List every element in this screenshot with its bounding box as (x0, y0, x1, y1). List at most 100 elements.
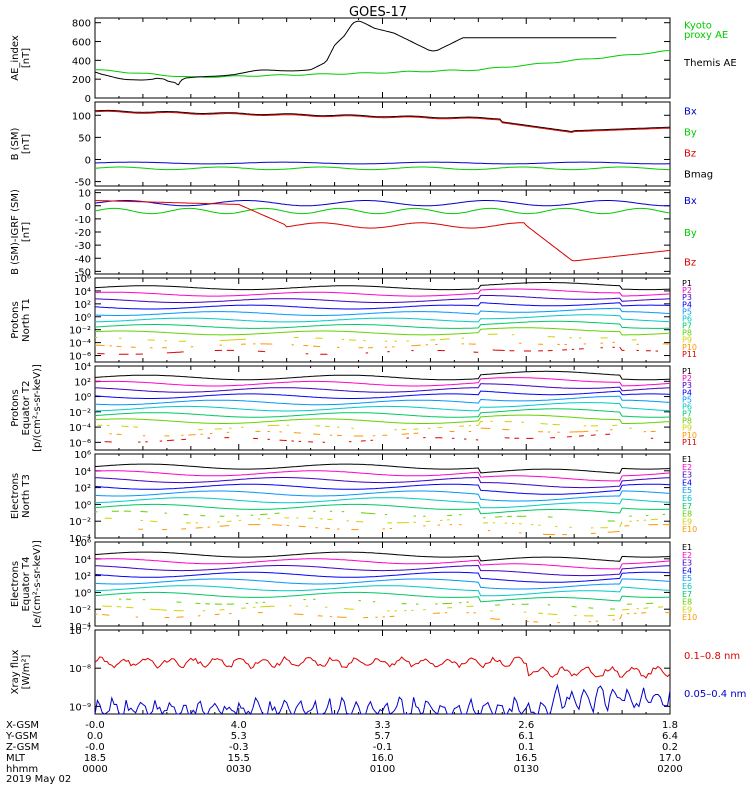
y-tick-label: 0 (85, 94, 91, 105)
by-line (94, 207, 671, 215)
channel-e5-line (94, 490, 671, 502)
channel-legend: E1 (682, 543, 692, 552)
y-tick-label: -20 (75, 228, 91, 239)
channel-p3-line (95, 383, 670, 393)
footer-value: 3.3 (375, 720, 391, 731)
y-tick-label: -50 (75, 267, 91, 278)
footer-value: 0200 (657, 764, 682, 775)
channel-legend: P5 (682, 395, 692, 404)
channel-legend: P2 (682, 286, 692, 295)
channel-p2-line (94, 377, 671, 387)
channel-legend: P8 (682, 417, 692, 426)
channel-legend: E5 (682, 574, 692, 583)
y-tick-label: 10⁰ (74, 313, 91, 324)
footer-value: 1.8 (662, 720, 678, 731)
channel-legend: E3 (682, 471, 692, 480)
bz-line (94, 110, 671, 133)
legend-label: By (684, 127, 697, 138)
y-tick-label: 10⁻⁴ (69, 339, 91, 350)
y-tick-label: 10⁶ (74, 538, 91, 549)
channel-legend: E6 (682, 582, 692, 591)
y-tick-label: 10⁻² (69, 408, 91, 419)
y-tick-label: 800 (72, 19, 91, 30)
channel-legend: P7 (682, 322, 692, 331)
themis-ae-line (94, 20, 617, 86)
footer-row-label: Z-GSM (6, 742, 39, 753)
channel-p2-line (94, 288, 671, 297)
y-tick-label: 10⁻⁷ (69, 626, 91, 637)
channel-p11-line (97, 347, 670, 354)
channel-legend: P10 (682, 343, 697, 352)
y-tick-label: 10⁻⁸ (69, 664, 91, 675)
channel-p7-line (94, 408, 671, 418)
bx-line (94, 161, 670, 165)
y-tick-label: -30 (75, 241, 91, 252)
footer-row-label: MLT (6, 753, 26, 764)
channel-legend: P3 (682, 293, 692, 302)
bmag-line (94, 109, 671, 133)
y-axis-label: Electrons (10, 561, 21, 607)
xray-long-line (94, 656, 671, 679)
y-tick-label: 10⁻⁶ (69, 438, 91, 449)
panel-frame (94, 629, 671, 715)
channel-legend: P1 (682, 279, 692, 288)
y-tick-label: -40 (75, 254, 91, 265)
channel-p5-line (94, 395, 671, 406)
y-tick-label: 400 (72, 56, 91, 67)
y-tick-label: 100 (72, 111, 91, 122)
channel-p3-line (95, 294, 671, 304)
channel-e9-line (102, 606, 670, 616)
y-tick-label: -10 (75, 215, 91, 226)
y-tick-label: 10⁻² (69, 605, 91, 616)
channel-p9-line (97, 421, 662, 429)
panel-frame (94, 541, 671, 627)
y-tick-label: 10⁻⁶ (69, 352, 91, 363)
xray-short-line (94, 683, 671, 716)
y-tick-label: 10⁴ (74, 555, 91, 566)
date-label: 2019 May 02 (6, 774, 71, 785)
y-tick-label: 10⁴ (74, 287, 91, 298)
channel-legend: E1 (682, 455, 692, 464)
y-axis-label: Protons (10, 301, 21, 338)
y-tick-label: 10⁴ (74, 467, 91, 478)
y-axis-label: [p/(cm²-s-sr-keV)] (32, 364, 43, 452)
channel-legend: P6 (682, 314, 692, 323)
footer-value: 5.7 (375, 731, 391, 742)
channel-legend: P7 (682, 410, 692, 419)
y-axis-label: B (SM) (10, 127, 21, 160)
footer-value: -0.0 (85, 742, 105, 753)
y-tick-label: 10⁶ (74, 274, 91, 285)
y-axis-label: North T3 (21, 474, 32, 518)
footer-value: 6.1 (518, 731, 534, 742)
y-tick-label: 10² (74, 484, 91, 495)
y-axis-label: Equator T4 (21, 557, 32, 612)
y-tick-label: 10⁰ (74, 588, 91, 599)
channel-legend: E4 (682, 566, 692, 575)
channel-legend: P2 (682, 374, 692, 383)
channel-legend: E9 (682, 605, 692, 614)
panel-frame (94, 453, 671, 539)
channel-p7-line (94, 320, 671, 329)
y-axis-label: Electrons (10, 473, 21, 519)
legend-label: Bz (684, 148, 696, 159)
channel-e8-line (94, 510, 666, 522)
y-tick-label: 10⁰ (74, 393, 91, 404)
orbit-footer: X-GSM -0.0 4.0 3.3 2.6 1.8 Y-GSM 0.0 5.3 5.7 6.1 6.… (5, 720, 683, 785)
channel-legend: E8 (682, 510, 692, 519)
kyoto-ae-line (95, 50, 671, 78)
y-axis-label: AE_index (10, 35, 21, 81)
footer-value: 5.3 (231, 731, 247, 742)
legend-label: Themis AE (683, 58, 737, 69)
footer-value: 0.0 (87, 731, 103, 742)
channel-legend: E10 (682, 613, 697, 622)
legend-label: proxy AE (684, 30, 728, 41)
channel-legend: E7 (682, 590, 692, 599)
y-tick-label: 10⁶ (74, 450, 91, 461)
legend-label: Bx (684, 106, 697, 117)
by-line (94, 166, 670, 171)
y-tick-label: 0 (85, 202, 91, 213)
footer-value: 15.5 (228, 753, 250, 764)
channel-legend: E10 (682, 525, 697, 534)
